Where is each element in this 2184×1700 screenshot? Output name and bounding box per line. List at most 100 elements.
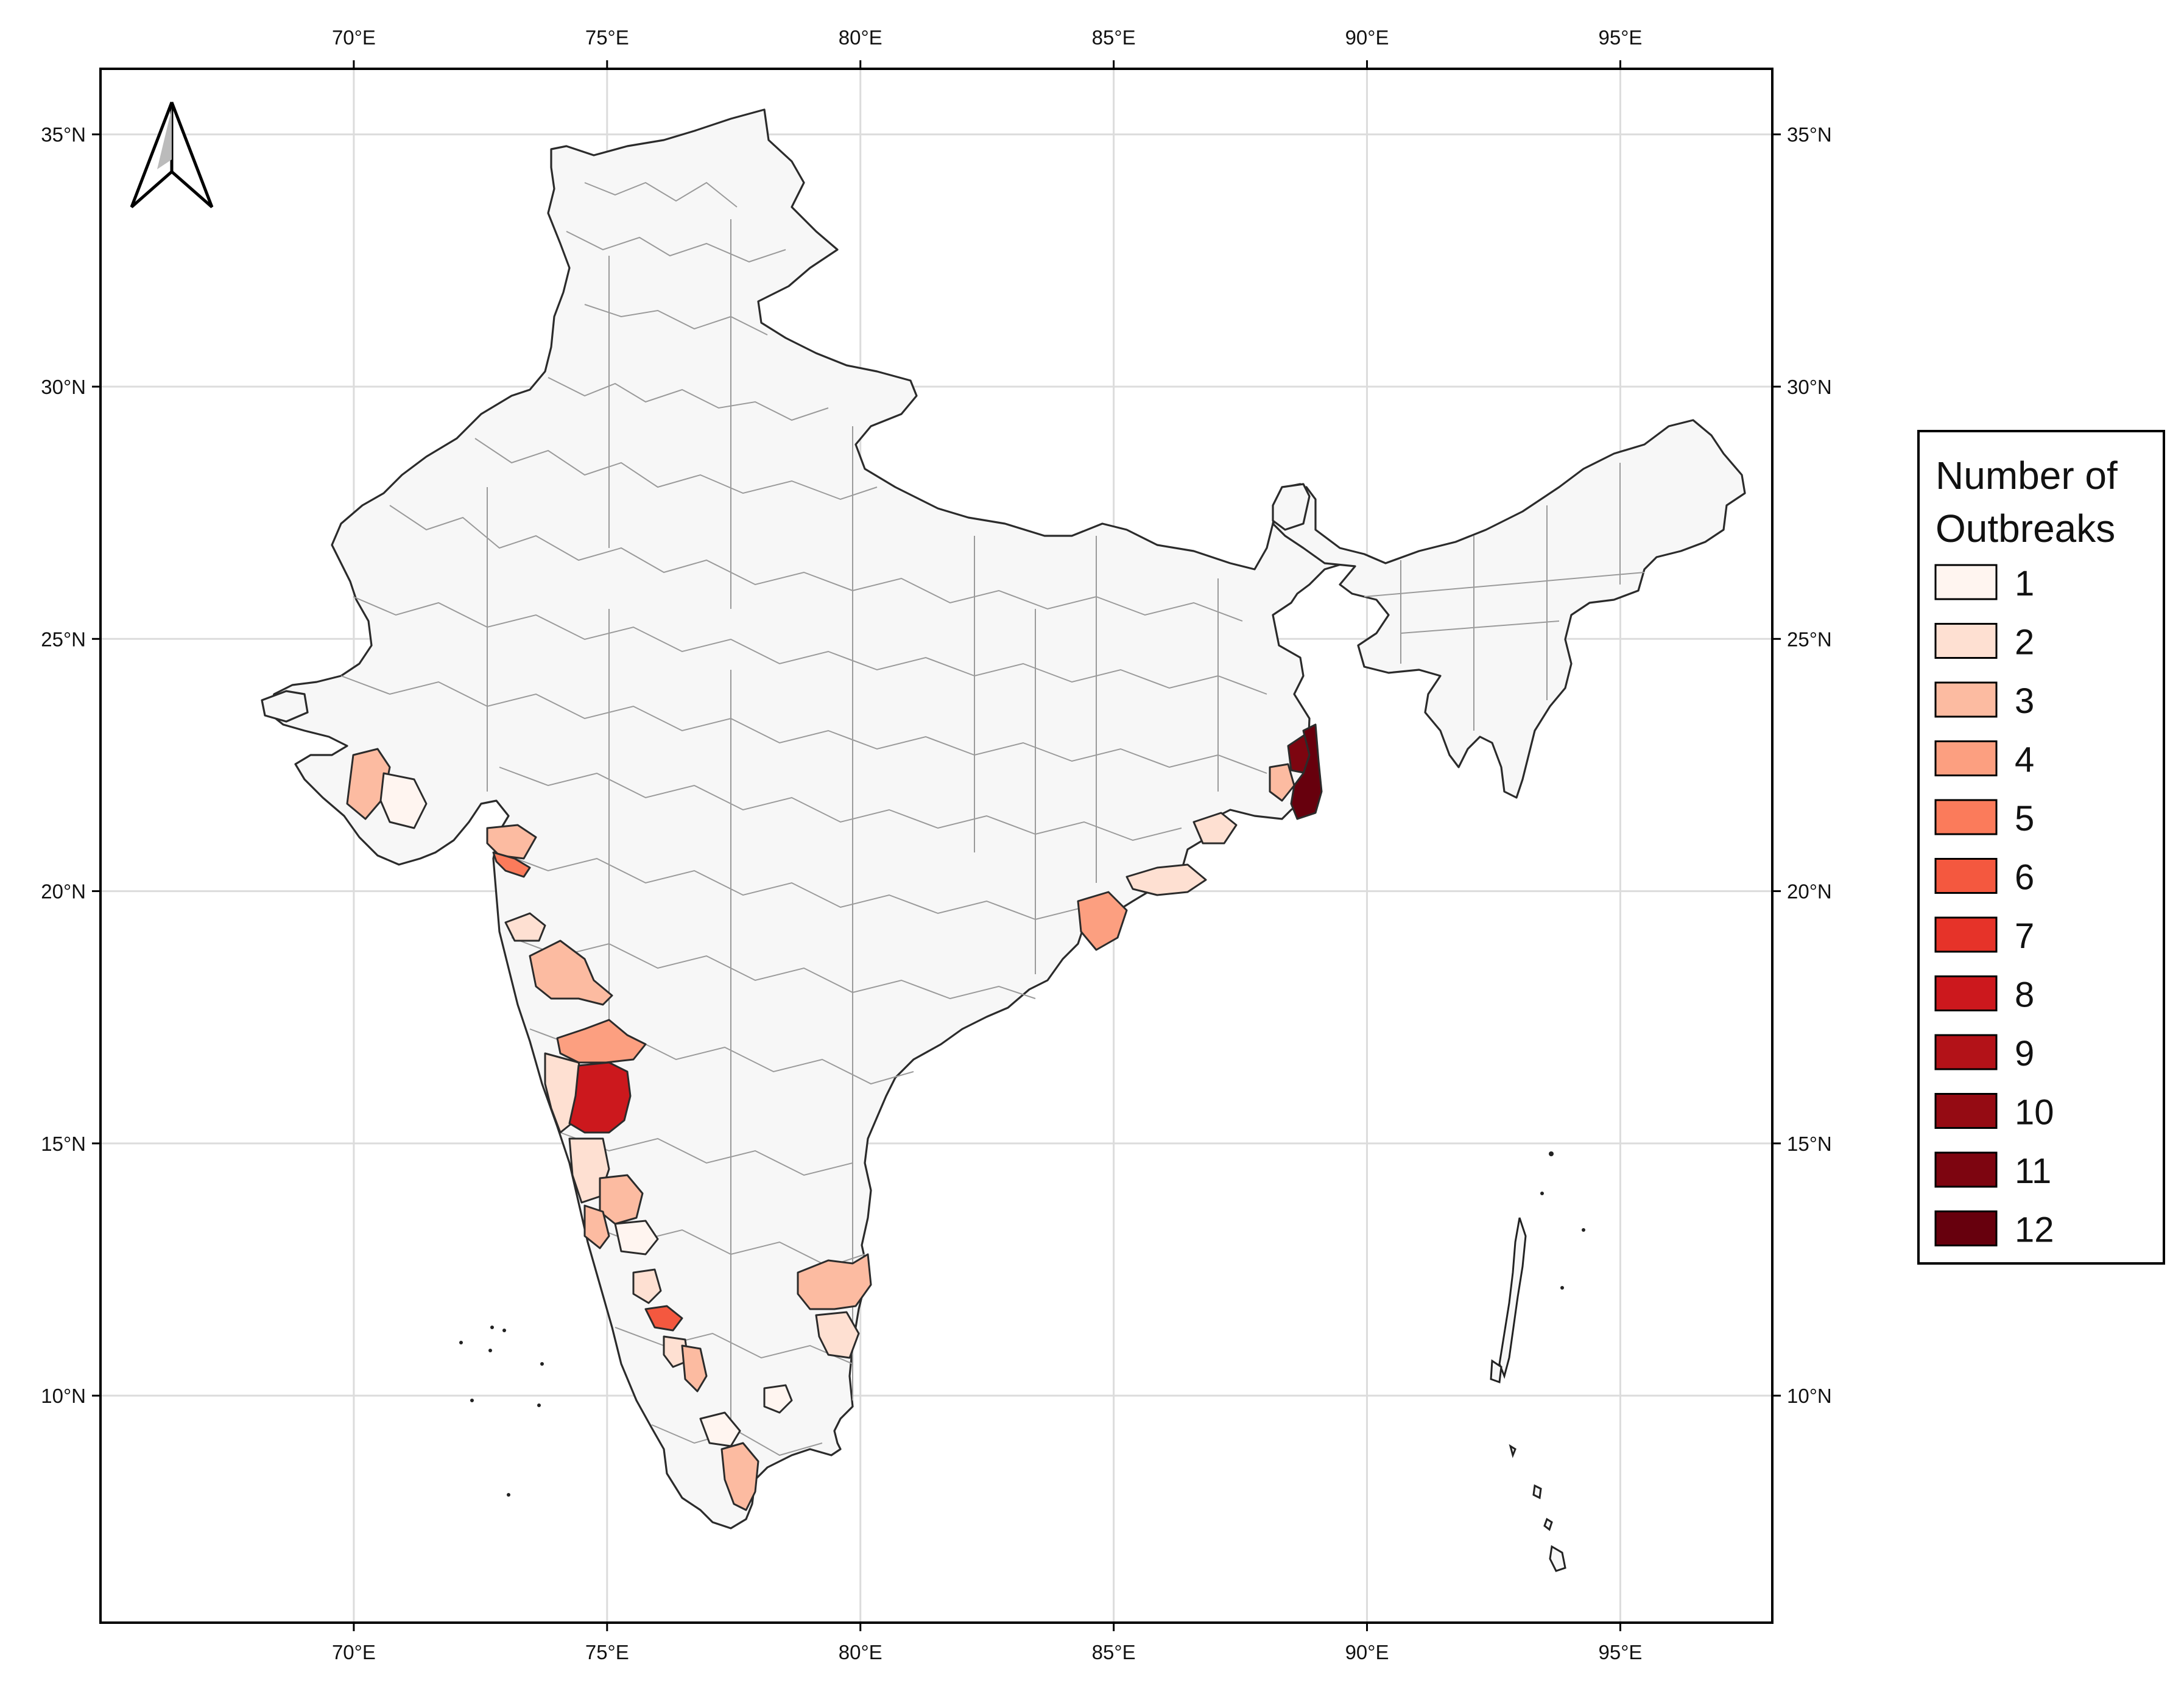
legend-swatch [1934,1093,1998,1129]
legend-swatch [1934,740,1998,776]
legend-label: 7 [2015,916,2034,956]
y-tick-label-right: 25°N [1787,628,1832,650]
outbreak-district-kodagu[interactable] [632,1268,662,1304]
island-dot [1549,1151,1554,1156]
legend-swatch [1934,564,1998,600]
legend-label: 8 [2015,975,2034,1015]
x-tick-label-top: 95°E [1598,26,1642,49]
outbreak-district-saurashtra[interactable] [346,748,391,820]
legend-item: 1 [1934,564,2034,603]
x-tick-label-top: 85°E [1092,26,1136,49]
y-tick-label-left: 20°N [41,880,86,903]
y-tick-label-right: 30°N [1787,376,1832,398]
legend-label: 2 [2015,623,2034,662]
legend-item: 2 [1934,623,2034,662]
nicobar-island-3 [1509,1444,1516,1458]
legend-label: 11 [2015,1151,2051,1191]
x-tick-label-bottom: 85°E [1092,1641,1136,1663]
outbreak-district-purba-medinipur[interactable] [1269,763,1295,802]
outbreak-district-puri[interactable] [1125,863,1207,896]
island-dot [540,1362,544,1366]
legend-item: 10 [1934,1093,2054,1133]
island-dot [1560,1286,1564,1290]
sikkim [1272,483,1311,531]
legend-label: 3 [2015,681,2034,721]
island-dot [490,1326,494,1329]
legend-label: 9 [2015,1034,2034,1073]
outbreak-district-tirunelveli[interactable] [720,1442,759,1511]
island-dot [507,1493,510,1497]
outbreak-district-thane[interactable] [504,912,546,942]
outbreak-district-vellore[interactable] [797,1253,872,1310]
legend-label: 4 [2015,740,2034,780]
outbreak-districts [346,723,1323,1511]
outbreak-district-balasore[interactable] [1192,812,1238,845]
legend-item: 3 [1934,681,2034,721]
andaman-islands [1498,1217,1527,1379]
y-tick-label-right: 35°N [1787,124,1832,146]
island-dot [1582,1228,1585,1232]
outbreak-district-kerala-south[interactable] [699,1411,741,1447]
x-tick-label-bottom: 95°E [1598,1641,1642,1663]
legend-label: 10 [2015,1093,2054,1133]
legend-label: 5 [2015,799,2034,838]
outbreak-district-belagavi[interactable] [568,1061,632,1134]
map-frame [99,68,1774,1624]
legend-swatch [1934,916,1998,953]
outbreak-district-sangli[interactable] [556,1019,647,1064]
north-arrow-icon [130,102,214,208]
y-tick-label-right: 10°N [1787,1385,1832,1407]
x-tick-label-top: 75°E [585,26,629,49]
nicobar-island-4 [1543,1517,1553,1531]
y-tick-label-left: 35°N [41,124,86,146]
x-tick-label-bottom: 75°E [585,1641,629,1663]
outbreak-district-villupuram[interactable] [815,1311,860,1359]
legend-swatch [1934,975,1998,1011]
outbreak-district-udupi[interactable] [583,1204,610,1249]
legend-item: 12 [1934,1210,2054,1250]
legend-item: 5 [1934,799,2034,838]
outbreak-district-palakkad[interactable] [681,1344,708,1393]
outbreak-district-valsad[interactable] [486,824,537,860]
little-andaman [1490,1359,1502,1384]
legend-item: 7 [1934,916,2034,956]
outbreak-district-madurai[interactable] [763,1384,793,1414]
island-dot [502,1329,506,1332]
northeast-region [1272,419,1746,799]
kutch [261,690,309,723]
x-tick-label-top: 90°E [1345,26,1389,49]
nicobar-island [1549,1545,1566,1572]
outbreak-district-palghar[interactable] [492,851,531,878]
y-tick-label-left: 10°N [41,1385,86,1407]
legend-item: 11 [1934,1151,2051,1191]
legend-swatch [1934,1151,1998,1188]
legend-swatch [1934,623,1998,659]
islands [459,1151,1585,1572]
y-tick-label-left: 25°N [41,628,86,650]
legend-swatch [1934,858,1998,894]
outbreak-district-malappuram[interactable] [663,1335,689,1368]
legend-item: 9 [1934,1034,2034,1073]
outbreak-district-hassan[interactable] [614,1220,659,1256]
y-tick-label-right: 20°N [1787,880,1832,903]
outbreak-district-saurashtra-coast[interactable] [379,772,428,829]
nicobar-island-2 [1532,1484,1542,1500]
island-dot [1540,1192,1544,1195]
outbreak-district-north-24-parganas[interactable] [1290,723,1323,820]
island-dot [459,1341,463,1344]
legend-swatch [1934,799,1998,835]
outbreak-district-wayanad[interactable] [644,1305,683,1332]
legend-title-line1: Number of [1936,454,2118,497]
island-dot [470,1399,474,1402]
outbreak-district-ahmednagar[interactable] [529,940,613,1006]
legend-label: 1 [2015,564,2034,603]
y-tick-label-right: 15°N [1787,1133,1832,1155]
outbreak-district-ganjam[interactable] [1077,891,1128,951]
india-land [261,108,1746,1530]
legend-swatch [1934,1034,1998,1070]
india-mainland [267,108,1356,1530]
x-tick-label-top: 80°E [839,26,882,49]
legend-item: 6 [1934,858,2034,897]
legend-title-line2: Outbreaks [1936,507,2115,550]
